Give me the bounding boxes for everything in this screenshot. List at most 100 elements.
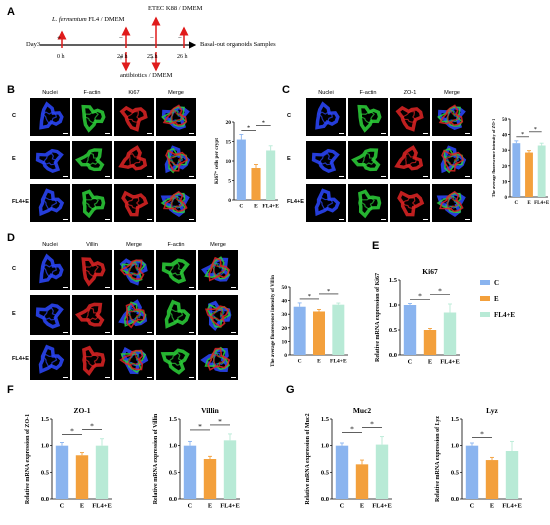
micrograph: [156, 141, 196, 179]
chart-title: ZO-1: [73, 406, 90, 415]
row-label: FL4+E: [287, 199, 304, 205]
x-tick-label: C: [188, 503, 193, 510]
bar: [95, 445, 109, 499]
y-axis-label: The average fluorescence intensity of Vi…: [271, 275, 276, 367]
micrograph: [348, 141, 388, 179]
micrograph: [348, 98, 388, 136]
time-0h: 0 h: [57, 54, 65, 60]
row-label: C: [12, 266, 17, 272]
y-axis-label: Relative mRNA expression of Muc2: [305, 413, 311, 504]
panel-d-label: D: [7, 232, 15, 244]
bar: [505, 451, 519, 499]
y-tick-label: 10: [226, 159, 232, 165]
micrograph: [156, 295, 196, 335]
col-header: F-actin: [359, 90, 377, 96]
y-tick-label: 40: [282, 299, 288, 305]
micrograph: [30, 340, 70, 380]
micrograph: [348, 184, 388, 222]
bar: [525, 152, 533, 197]
x-tick-label: E: [490, 503, 494, 510]
time-24h: 24 h: [117, 54, 128, 60]
col-header: Merge: [210, 242, 226, 248]
sig-star: *: [370, 420, 374, 429]
sig-star: *: [534, 127, 537, 133]
x-tick-label: C: [470, 503, 475, 510]
sign-3: −: [150, 34, 154, 42]
row-label: E: [12, 156, 16, 162]
timeline-diagram: + − + − + −: [40, 16, 197, 72]
y-tick-label: 0.0: [451, 496, 459, 503]
sig-star: *: [350, 425, 354, 434]
y-tick-label: 0.0: [389, 352, 397, 359]
y-tick-label: 0: [505, 196, 508, 201]
y-axis-label: Relative mRNA expression of Villin: [153, 413, 159, 504]
label-etec: ETEC K88 / DMEM: [148, 5, 203, 12]
col-header: Merge: [444, 90, 460, 96]
chart-b: 0 5 10 15 20 C E FL4+E * * Ki67⁺ cells per crypt: [214, 119, 279, 209]
y-tick-label: 0: [228, 198, 231, 204]
col-header: Ki67: [128, 90, 140, 96]
sig-star: *: [90, 422, 94, 431]
bar: [465, 445, 479, 499]
panel-g-label: G: [286, 384, 295, 396]
micrograph: [72, 98, 112, 136]
label-antibiotics: antibiotics / DMEM: [120, 72, 173, 79]
y-tick-label: 20: [282, 326, 288, 332]
micrograph: [72, 295, 112, 335]
y-tick-label: 0.5: [169, 469, 178, 476]
panel-f-label: F: [7, 384, 14, 396]
legend-swatch: [480, 312, 490, 317]
label-fl4: L. fermentum FL4 / DMEM: [52, 16, 125, 23]
bar: [236, 139, 246, 200]
micrograph: [198, 250, 238, 290]
panel-a-label: A: [7, 6, 15, 18]
bar: [403, 305, 417, 355]
y-tick-label: 0.5: [451, 469, 460, 476]
y-tick-label: 0: [284, 353, 287, 359]
x-tick-label: E: [317, 359, 321, 365]
micrograph: [306, 141, 346, 179]
y-tick-label: 0.0: [41, 496, 49, 503]
col-header: Merge: [168, 90, 184, 96]
y-tick-label: 1.0: [321, 443, 329, 450]
micrograph: [114, 295, 154, 335]
micrograph: [198, 295, 238, 335]
sig-star: *: [327, 288, 330, 295]
bar: [375, 444, 389, 499]
bar: [75, 455, 89, 499]
col-header: ZO-1: [403, 90, 417, 96]
micrograph: [306, 184, 346, 222]
y-tick-label: 10: [502, 180, 508, 185]
sign-0: +: [57, 34, 61, 42]
micrograph: [114, 340, 154, 380]
sig-star: *: [480, 429, 484, 438]
y-tick-label: 1.5: [389, 277, 398, 284]
micrograph: [72, 250, 112, 290]
y-tick-label: 1.5: [169, 416, 178, 423]
sign-4: +: [150, 54, 154, 62]
legend-label: C: [494, 279, 499, 287]
micrograph: [114, 250, 154, 290]
bar: [335, 445, 349, 499]
micrograph: [114, 184, 154, 222]
y-tick-label: 0.0: [321, 496, 329, 503]
col-header: Merge: [126, 242, 142, 248]
bar: [537, 145, 546, 197]
legend-label: E: [494, 295, 499, 303]
row-label: E: [287, 156, 291, 162]
bar: [485, 460, 499, 499]
bar: [443, 312, 457, 355]
bar: [266, 150, 276, 200]
chart-f1: 0.0 0.5 1.0 1.5 C E FL4+E * * Relative mRNA expre…: [25, 406, 112, 510]
chart-e: 0.00.51.01.5C E FL4+E**Relative mRNA expre…: [375, 267, 515, 366]
bar: [313, 311, 325, 355]
sig-star: *: [418, 292, 422, 301]
sign-5: −: [178, 34, 182, 42]
y-tick-label: 1.5: [321, 416, 330, 423]
x-tick-label: E: [208, 503, 212, 510]
x-tick-label: FL4+E: [92, 503, 112, 510]
micrograph: [72, 141, 112, 179]
y-axis-label: Relative mRNA expression of ZO-1: [25, 414, 31, 504]
chart-c: 0 10 20 30 40 50 C E FL4+E * * The average fluoresc…: [491, 118, 550, 206]
bar: [332, 304, 345, 355]
